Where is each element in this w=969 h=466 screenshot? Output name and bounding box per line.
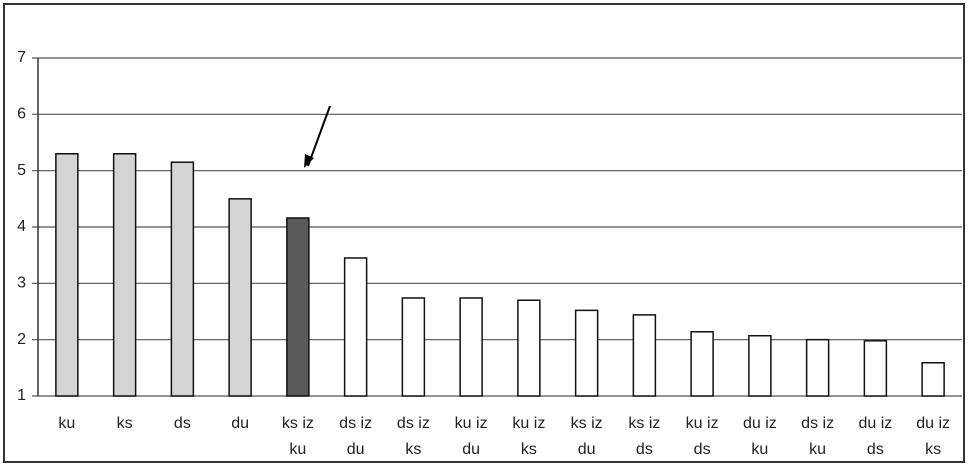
x-tick-label: ds iz du bbox=[339, 415, 372, 458]
x-tick-label: du iz ku bbox=[743, 415, 777, 458]
bar bbox=[228, 198, 252, 397]
bar bbox=[574, 309, 599, 397]
y-tick-label: 6 bbox=[17, 106, 26, 123]
y-tick-label: 7 bbox=[17, 49, 26, 66]
bar bbox=[517, 299, 541, 397]
y-tick-label: 5 bbox=[17, 162, 26, 179]
bar bbox=[170, 161, 195, 397]
bar bbox=[343, 257, 368, 397]
bar bbox=[690, 331, 714, 397]
y-tick-label: 4 bbox=[17, 218, 26, 235]
x-tick-label: ds iz ku bbox=[801, 415, 834, 458]
y-tick-label: 3 bbox=[17, 275, 26, 292]
x-tick-label: du iz ds bbox=[858, 415, 892, 458]
bar bbox=[863, 340, 888, 397]
annotation-arrow bbox=[307, 105, 331, 167]
x-tick-label: ds bbox=[174, 415, 191, 432]
x-tick-label: ks bbox=[117, 415, 133, 432]
bar bbox=[286, 217, 310, 397]
x-tick-label: ks iz ku bbox=[282, 415, 314, 458]
x-tick-label: du iz ks bbox=[916, 415, 950, 458]
x-tick-label: ku iz ks bbox=[512, 415, 545, 458]
y-tick-label: 1 bbox=[17, 387, 26, 404]
x-tick-label: ks iz du bbox=[571, 415, 603, 458]
bar bbox=[401, 297, 426, 397]
x-tick-label: du bbox=[231, 415, 249, 432]
y-tick-label: 2 bbox=[17, 331, 26, 348]
bar bbox=[632, 314, 657, 397]
bar bbox=[921, 362, 945, 397]
bar bbox=[459, 297, 483, 397]
x-tick-label: ku bbox=[58, 415, 75, 432]
annotation-arrowhead bbox=[304, 154, 314, 168]
x-tick-label: ks iz ds bbox=[628, 415, 660, 458]
bar bbox=[55, 153, 79, 397]
x-tick-label: ds iz ks bbox=[397, 415, 430, 458]
bar bbox=[748, 334, 772, 397]
chart-border bbox=[3, 3, 965, 463]
bar bbox=[112, 153, 137, 397]
x-tick-label: ku iz ds bbox=[686, 415, 719, 458]
bar bbox=[805, 338, 830, 397]
plot-area: 1 2 3 4 5 6 7 ku ks ds du ks iz ku ds iz du ds iz ks ku i… bbox=[17, 49, 962, 458]
x-tick-label: ku iz du bbox=[455, 415, 488, 458]
